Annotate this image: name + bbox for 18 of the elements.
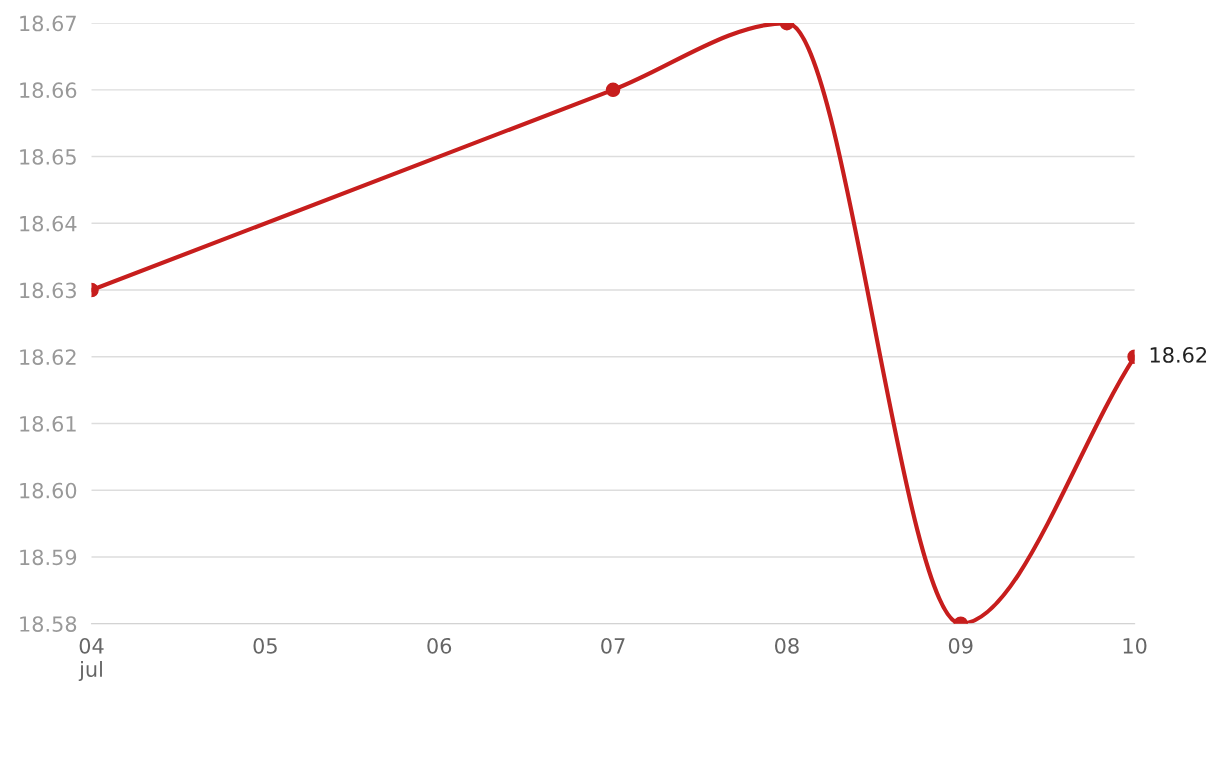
y-tick-label: 18.65	[20, 149, 76, 165]
data-label: 18.62	[1150, 347, 1207, 363]
y-tick-label: 18.64	[20, 215, 77, 232]
x-tick-label: 09	[948, 637, 973, 654]
x-tick-label: 10	[1123, 637, 1147, 654]
y-tick-label: 18.66	[20, 82, 77, 99]
y-tick-label: 18.62	[20, 349, 76, 365]
x-tick-label: 08	[775, 637, 799, 654]
x-tick-label: 04 jul	[78, 637, 104, 682]
y-tick-label: 18.59	[20, 549, 77, 566]
y-tick-label: 18.67	[20, 15, 76, 32]
x-tick-label: 07	[601, 637, 625, 654]
x-tick-label: 06	[427, 637, 452, 654]
x-tick-label: 05	[253, 637, 277, 654]
y-tick-label: 18.58	[20, 616, 77, 632]
y-tick-label: 18.61	[20, 415, 76, 432]
y-tick-label: 18.63	[20, 282, 76, 299]
y-tick-label: 18.60	[20, 482, 77, 499]
